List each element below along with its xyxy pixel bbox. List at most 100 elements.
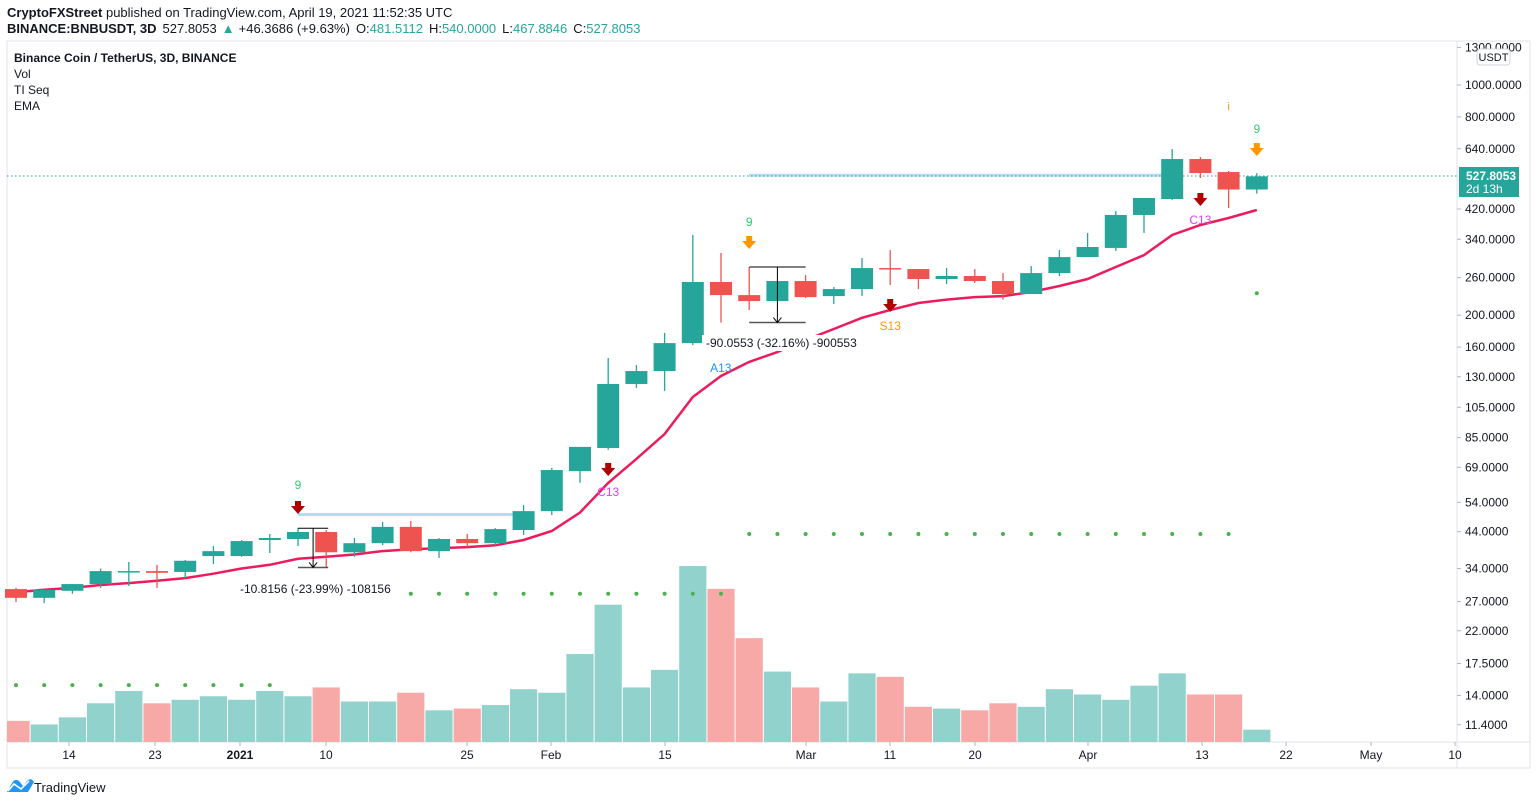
- tradingview-logo[interactable]: TradingView: [7, 779, 106, 795]
- volume-bar: [312, 687, 340, 742]
- candle[interactable]: [710, 252, 732, 323]
- candle[interactable]: [258, 533, 281, 554]
- volume-bar: [453, 708, 481, 742]
- candle[interactable]: [315, 530, 338, 568]
- volume-bar: [566, 654, 594, 742]
- candle[interactable]: [174, 559, 197, 579]
- support-dot: [549, 591, 554, 596]
- candle[interactable]: [230, 540, 253, 557]
- tradingview-brand: TradingView: [34, 780, 106, 795]
- down-arrow-icon: [1193, 193, 1208, 206]
- candle-body: [89, 571, 112, 585]
- candle[interactable]: [1104, 210, 1127, 252]
- candle[interactable]: [1133, 197, 1155, 233]
- volume-bar: [1017, 706, 1045, 742]
- candle-body: [794, 281, 817, 298]
- candle[interactable]: [1161, 148, 1184, 200]
- candle[interactable]: [879, 250, 902, 286]
- candle[interactable]: [907, 269, 930, 290]
- candle[interactable]: [399, 521, 422, 553]
- candle[interactable]: [428, 537, 450, 559]
- support-dot: [183, 683, 188, 688]
- candle[interactable]: [202, 546, 225, 564]
- candle-body: [428, 539, 450, 552]
- info-icon: i: [1227, 101, 1229, 113]
- candle[interactable]: [851, 257, 873, 297]
- volume-bar: [340, 701, 368, 742]
- support-dot: [831, 531, 836, 536]
- candle[interactable]: [5, 587, 27, 603]
- support-dot: [578, 591, 582, 596]
- candle[interactable]: [1245, 173, 1268, 194]
- volume-bar: [256, 690, 284, 742]
- arrow-head-icon: [308, 562, 318, 569]
- support-dot: [916, 531, 921, 536]
- candle[interactable]: [597, 358, 620, 450]
- candle[interactable]: [1048, 250, 1071, 276]
- candle[interactable]: [287, 528, 309, 547]
- candle[interactable]: [540, 467, 563, 516]
- support-dot: [521, 591, 526, 596]
- candle[interactable]: [1076, 232, 1099, 258]
- candle[interactable]: [484, 528, 507, 546]
- current-price-value: 527.8053: [1466, 169, 1516, 183]
- candle[interactable]: [1020, 266, 1043, 295]
- candle[interactable]: [569, 446, 591, 483]
- candle[interactable]: [653, 332, 676, 391]
- candle-body: [822, 289, 845, 297]
- candle-body: [540, 470, 563, 512]
- time-axis[interactable]: 14 23 2021 10 25 Feb 15 Mar 11 20 Apr 13 22 May 10: [62, 742, 1462, 762]
- last-price: 527.8053: [163, 21, 217, 36]
- candle[interactable]: [794, 275, 817, 299]
- candle-body: [1133, 197, 1155, 215]
- currency-button-box[interactable]: [1476, 48, 1511, 66]
- volume-bar: [933, 708, 961, 742]
- volume-bar: [735, 638, 763, 742]
- volume-bar: [87, 703, 115, 742]
- candle[interactable]: [1217, 171, 1240, 209]
- candle[interactable]: [371, 521, 394, 546]
- candle[interactable]: [992, 273, 1014, 300]
- legend-ti-seq[interactable]: TI Seq: [14, 83, 49, 97]
- countdown-a13: A13: [710, 361, 732, 375]
- setup-support-dots: [14, 291, 1259, 688]
- candle[interactable]: [343, 537, 366, 557]
- measurement-tools[interactable]: -10.8156 (-23.99%) -108156 -90.0553 (-32.…: [240, 266, 857, 596]
- candle[interactable]: [1189, 157, 1212, 179]
- tradingview-cloud-icon: [7, 779, 34, 792]
- support-dot: [14, 683, 18, 688]
- candle[interactable]: [681, 234, 704, 346]
- candle[interactable]: [117, 561, 140, 586]
- candle[interactable]: [512, 505, 535, 535]
- candle[interactable]: [963, 269, 986, 284]
- currency-button[interactable]: USDT: [1476, 48, 1511, 66]
- publisher-name: CryptoFXStreet: [7, 5, 103, 20]
- candle[interactable]: [738, 267, 761, 311]
- candle-body: [1020, 273, 1043, 295]
- candle[interactable]: [89, 568, 112, 588]
- y-tick-label: 420.0000: [1465, 202, 1515, 216]
- candle[interactable]: [935, 268, 958, 285]
- candle[interactable]: [456, 533, 479, 548]
- candles[interactable]: [5, 148, 1268, 604]
- support-dot: [634, 591, 639, 596]
- price-range-measure[interactable]: -90.0553 (-32.16%) -900553: [702, 266, 857, 351]
- support-dot: [493, 591, 498, 596]
- candle-body: [343, 543, 366, 553]
- candle[interactable]: [61, 584, 84, 594]
- candle[interactable]: [822, 287, 845, 305]
- candle[interactable]: [625, 365, 648, 388]
- candle-body: [625, 371, 648, 384]
- y-tick-label: 260.0000: [1465, 271, 1515, 285]
- price-range-measure[interactable]: -10.8156 (-23.99%) -108156: [240, 527, 391, 596]
- price-axis[interactable]: 1300.00001000.0000800.0000640.0000420.00…: [1457, 40, 1522, 732]
- candle[interactable]: [146, 564, 168, 588]
- ema-line[interactable]: [15, 208, 1258, 594]
- candle[interactable]: [33, 589, 56, 604]
- legend-ema[interactable]: EMA: [14, 99, 40, 113]
- y-tick-label: 340.0000: [1465, 232, 1515, 246]
- level-lines: [298, 173, 1183, 517]
- ohlc-line: BINANCE:BNBUSDT, 3D 527.8053 ▲ +46.3686 (+9…: [7, 21, 640, 36]
- legend-vol[interactable]: Vol: [14, 67, 31, 81]
